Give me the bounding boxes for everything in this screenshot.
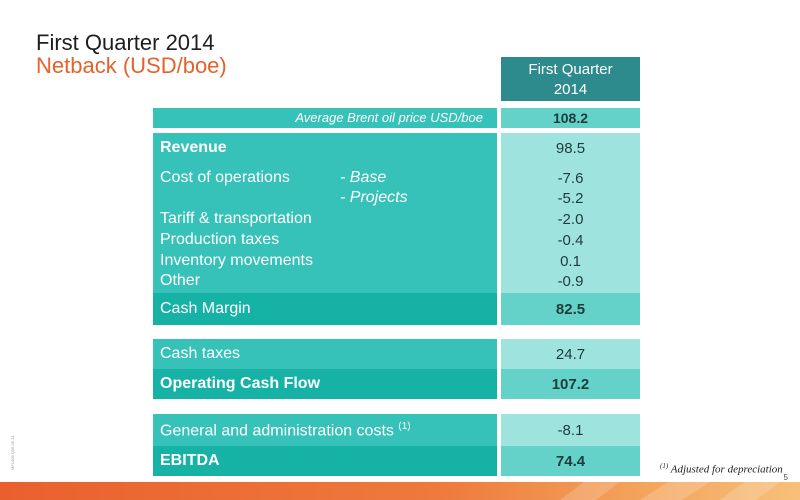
footnote-text: Adjusted for depreciation <box>670 463 783 476</box>
revenue-label: Revenue <box>160 139 227 156</box>
side-note: MF1406 Q05 05.14 <box>10 435 15 470</box>
gna-value: -8.1 <box>557 422 584 439</box>
ocf-label: Operating Cash Flow <box>160 375 321 392</box>
inventory-value: 0.1 <box>560 253 581 270</box>
cash-margin-label-cell <box>153 293 497 325</box>
cash-taxes-value-cell <box>501 339 640 369</box>
gna-label-text: General and administration costs <box>160 422 394 440</box>
gna-value-cell <box>501 414 640 446</box>
gna-label-cell <box>153 414 497 446</box>
gna-label: General and administration costs (1) <box>160 421 411 440</box>
page-title: First Quarter 2014 <box>36 30 215 55</box>
tariff-label: Tariff & transportation <box>160 210 312 227</box>
ocf-label-cell <box>153 369 497 399</box>
cash-margin-value-cell <box>501 293 640 325</box>
ocf-value: 107.2 <box>551 376 590 393</box>
inventory-label: Inventory movements <box>160 252 313 269</box>
other-value: -0.9 <box>557 273 584 290</box>
cost-ops-projects-value: -5.2 <box>557 190 584 207</box>
cost-ops-base-label: - Base <box>340 169 387 186</box>
cost-ops-projects-label: - Projects <box>340 189 408 206</box>
other-label: Other <box>160 272 201 289</box>
bottom-decorative-bar <box>0 482 800 500</box>
ocf-value-cell <box>501 369 640 399</box>
footnote-mark: (1) <box>660 462 669 470</box>
gna-footnote-mark: (1) <box>398 421 411 432</box>
revenue-costs-label-block <box>153 133 497 293</box>
cash-margin-label: Cash Margin <box>160 300 251 317</box>
tariff-value: -2.0 <box>557 211 584 228</box>
bar-facet <box>560 482 620 500</box>
cash-taxes-value: 24.7 <box>555 346 586 363</box>
ebitda-label: EBITDA <box>160 452 220 469</box>
brent-label-cell <box>153 108 497 128</box>
cost-ops-base-value: -7.6 <box>557 170 584 187</box>
brent-label: Average Brent oil price USD/boe <box>295 110 483 125</box>
ebitda-value: 74.4 <box>555 453 586 470</box>
page-number: 5 <box>783 473 788 482</box>
brent-value-cell <box>501 108 640 128</box>
footnote: (1) Adjusted for depreciation <box>660 462 783 476</box>
cash-taxes-label-cell <box>153 339 497 369</box>
page-subtitle: Netback (USD/boe) <box>36 53 227 78</box>
bar-facet <box>640 482 710 500</box>
ebitda-value-cell <box>501 446 640 476</box>
revenue-costs-value-block <box>501 133 640 293</box>
production-taxes-label: Production taxes <box>160 231 280 248</box>
ebitda-label-cell <box>153 446 497 476</box>
production-taxes-value: -0.4 <box>557 232 584 249</box>
cost-ops-label: Cost of operations <box>160 169 290 186</box>
column-header-line2: 2014 <box>553 81 588 98</box>
cash-taxes-label: Cash taxes <box>160 345 241 362</box>
brent-value: 108.2 <box>552 110 589 126</box>
cash-margin-value: 82.5 <box>555 301 586 318</box>
revenue-value: 98.5 <box>555 140 586 157</box>
column-header-line1: First Quarter <box>528 61 613 78</box>
bar-facet <box>720 482 780 500</box>
column-header: First Quarter 2014 <box>501 57 640 101</box>
